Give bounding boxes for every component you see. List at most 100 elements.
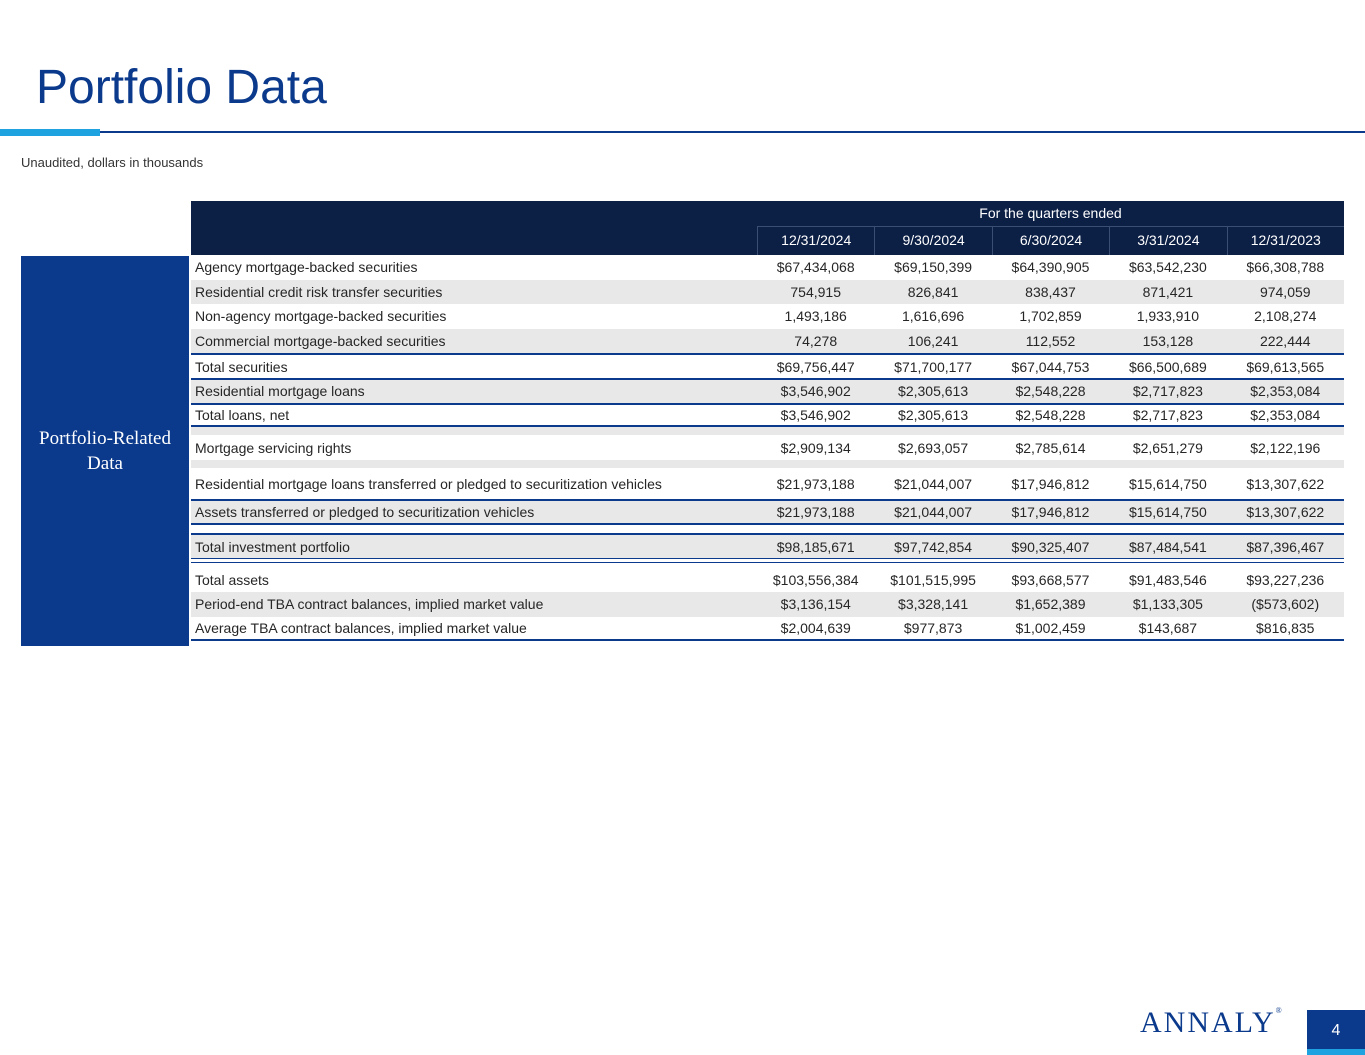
cell-value: $90,325,407 xyxy=(1011,538,1090,555)
row-label: Residential mortgage loans transferred o… xyxy=(195,475,662,492)
cell-value: $2,785,614 xyxy=(1015,439,1086,456)
cell-value: $3,328,141 xyxy=(898,596,969,613)
column-header: 12/31/2024 xyxy=(757,226,874,255)
cell-value: $3,546,902 xyxy=(780,406,851,423)
cell-value: $21,973,188 xyxy=(776,475,855,492)
cell-value: 1,933,910 xyxy=(1136,308,1200,325)
cell-value: $2,717,823 xyxy=(1132,406,1203,423)
cell-value: $69,613,565 xyxy=(1246,358,1325,375)
row-label: Total assets xyxy=(195,571,269,588)
cell-value: 826,841 xyxy=(907,283,959,300)
cell-value: $67,434,068 xyxy=(776,259,855,276)
cell-value: $3,136,154 xyxy=(780,596,851,613)
title-underline xyxy=(100,131,1365,133)
section-label: Portfolio-Related Data xyxy=(21,256,189,646)
cell-value: $2,305,613 xyxy=(898,406,969,423)
cell-value: $101,515,995 xyxy=(890,571,976,588)
section-label-line-1: Portfolio-Related xyxy=(39,428,171,449)
table-row-total: Total loans, net $3,546,902 $2,305,613 $… xyxy=(191,402,1344,428)
cell-value: $1,133,305 xyxy=(1132,596,1203,613)
cell-value: $2,122,196 xyxy=(1250,439,1321,456)
row-spacer xyxy=(191,460,1344,469)
portfolio-table: For the quarters ended 12/31/2024 9/30/2… xyxy=(191,201,1344,642)
cell-value: $17,946,812 xyxy=(1011,475,1090,492)
column-header: 3/31/2024 xyxy=(1109,226,1226,255)
cell-value: ($573,602) xyxy=(1251,596,1320,613)
row-spacer xyxy=(191,427,1344,436)
cell-value: $1,002,459 xyxy=(1015,620,1086,637)
row-label: Agency mortgage-backed securities xyxy=(195,259,418,276)
cell-value: $69,150,399 xyxy=(894,259,973,276)
cell-value: $93,227,236 xyxy=(1246,571,1325,588)
row-label: Total investment portfolio xyxy=(195,538,350,555)
double-rule xyxy=(191,558,1344,564)
cell-value: 838,437 xyxy=(1025,283,1076,300)
cell-value: 153,128 xyxy=(1142,333,1194,350)
table-column-headers: 12/31/2024 9/30/2024 6/30/2024 3/31/2024… xyxy=(191,226,1344,255)
table-row: Residential mortgage loans $3,546,902 $2… xyxy=(191,377,1344,403)
cell-value: $17,946,812 xyxy=(1011,504,1090,521)
cell-value: $87,396,467 xyxy=(1246,538,1325,555)
cell-value: 1,616,696 xyxy=(901,308,965,325)
units-note: Unaudited, dollars in thousands xyxy=(21,155,204,170)
cell-value: $93,668,577 xyxy=(1011,571,1090,588)
column-header: 12/31/2023 xyxy=(1226,226,1344,255)
row-label: Non-agency mortgage-backed securities xyxy=(195,308,447,325)
table-row: Period-end TBA contract balances, implie… xyxy=(191,592,1344,617)
row-label: Total securities xyxy=(195,358,288,375)
table-row: Agency mortgage-backed securities $67,43… xyxy=(191,255,1344,280)
cell-value: $977,873 xyxy=(903,620,963,637)
cell-value: $97,742,854 xyxy=(894,538,973,555)
cell-value: 222,444 xyxy=(1259,333,1311,350)
table-row-total: Total investment portfolio $98,185,671 $… xyxy=(191,533,1344,559)
table-row: Residential credit risk transfer securit… xyxy=(191,279,1344,305)
cell-value: $2,693,057 xyxy=(898,439,969,456)
page-title: Portfolio Data xyxy=(36,61,327,114)
cell-value: $91,483,546 xyxy=(1128,571,1207,588)
title-accent-bar xyxy=(0,129,100,136)
row-label: Assets transferred or pledged to securit… xyxy=(195,504,535,521)
table-row-total: Assets transferred or pledged to securit… xyxy=(191,499,1344,526)
table-row: Non-agency mortgage-backed securities 1,… xyxy=(191,304,1344,329)
row-spacer xyxy=(191,525,1344,534)
quarters-header: For the quarters ended xyxy=(757,201,1344,227)
cell-value: 754,915 xyxy=(790,283,841,300)
section-label-line-2: Data xyxy=(87,453,123,474)
cell-value: $2,353,084 xyxy=(1250,383,1321,400)
column-header: 6/30/2024 xyxy=(991,226,1109,255)
row-label: Commercial mortgage-backed securities xyxy=(195,333,446,350)
page-number-accent xyxy=(1307,1049,1365,1055)
table-row: Average TBA contract balances, implied m… xyxy=(191,617,1344,642)
cell-value: 974,059 xyxy=(1259,283,1311,300)
cell-value: $66,500,689 xyxy=(1128,358,1207,375)
cell-value: $2,548,228 xyxy=(1015,383,1086,400)
cell-value: $21,044,007 xyxy=(894,475,973,492)
cell-value: $2,353,084 xyxy=(1250,406,1321,423)
cell-value: $13,307,622 xyxy=(1246,475,1325,492)
table-row: Mortgage servicing rights $2,909,134 $2,… xyxy=(191,435,1344,460)
cell-value: 106,241 xyxy=(907,333,959,350)
annaly-logo: ANNALY® xyxy=(1140,1006,1282,1040)
column-header: 9/30/2024 xyxy=(874,226,991,255)
cell-value: $1,652,389 xyxy=(1015,596,1086,613)
cell-value: $103,556,384 xyxy=(772,571,859,588)
cell-value: $2,717,823 xyxy=(1132,383,1203,400)
cell-value: $71,700,177 xyxy=(894,358,973,375)
cell-value: $15,614,750 xyxy=(1128,475,1207,492)
row-label: Residential credit risk transfer securit… xyxy=(195,283,443,300)
cell-value: $2,651,279 xyxy=(1132,439,1203,456)
cell-value: 1,493,186 xyxy=(784,308,847,325)
cell-value: 1,702,859 xyxy=(1019,308,1082,325)
cell-value: $13,307,622 xyxy=(1246,504,1325,521)
table-row: Commercial mortgage-backed securities 74… xyxy=(191,328,1344,354)
page-number: 4 xyxy=(1307,1010,1365,1055)
cell-value: $98,185,671 xyxy=(776,538,855,555)
cell-value: 871,421 xyxy=(1142,283,1194,300)
cell-value: $2,305,613 xyxy=(898,383,969,400)
cell-value: 2,108,274 xyxy=(1254,308,1317,325)
cell-value: $64,390,905 xyxy=(1011,259,1090,276)
cell-value: $143,687 xyxy=(1138,620,1198,637)
cell-value: $21,044,007 xyxy=(894,504,973,521)
row-label: Mortgage servicing rights xyxy=(195,439,352,456)
cell-value: $87,484,541 xyxy=(1128,538,1207,555)
